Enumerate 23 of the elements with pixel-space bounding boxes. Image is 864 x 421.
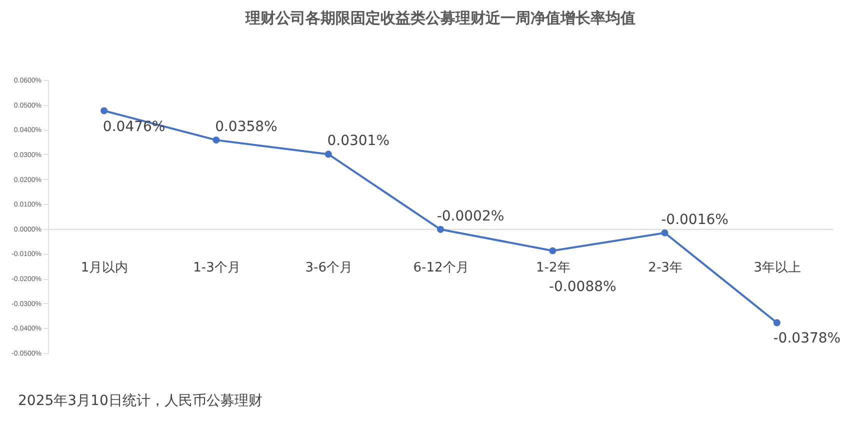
- data-label: 0.0358%: [215, 119, 278, 136]
- x-tick-label: 1-3个月: [193, 260, 240, 276]
- x-tick-label: 3年以上: [754, 260, 802, 276]
- x-tick-label: 3-6个月: [305, 260, 352, 276]
- data-label: 0.0476%: [102, 118, 166, 135]
- point: [436, 226, 444, 233]
- x-tick-label: 6-12个月: [413, 260, 469, 276]
- point: [773, 319, 780, 326]
- point: [324, 150, 332, 158]
- x-tick-label: 1月以内: [80, 260, 128, 276]
- point: [661, 229, 668, 236]
- point: [212, 136, 220, 144]
- chart-title: 理财公司各期限固定收益类公募理财近一周净值增长率均值: [244, 9, 636, 27]
- point: [100, 107, 108, 114]
- data-label: 0.0301%: [327, 133, 390, 150]
- data-label: -0.0088%: [548, 278, 616, 295]
- point: [549, 247, 556, 254]
- data-label: -0.0002%: [436, 208, 504, 224]
- x-tick-label: 1-2年: [536, 260, 570, 276]
- data-label: -0.0378%: [773, 330, 841, 347]
- text: 2025年3月10日统计，人民币公募理财: [18, 392, 262, 410]
- data-label: -0.0016%: [661, 212, 728, 228]
- x-tick-label: 2-3年: [648, 260, 682, 276]
